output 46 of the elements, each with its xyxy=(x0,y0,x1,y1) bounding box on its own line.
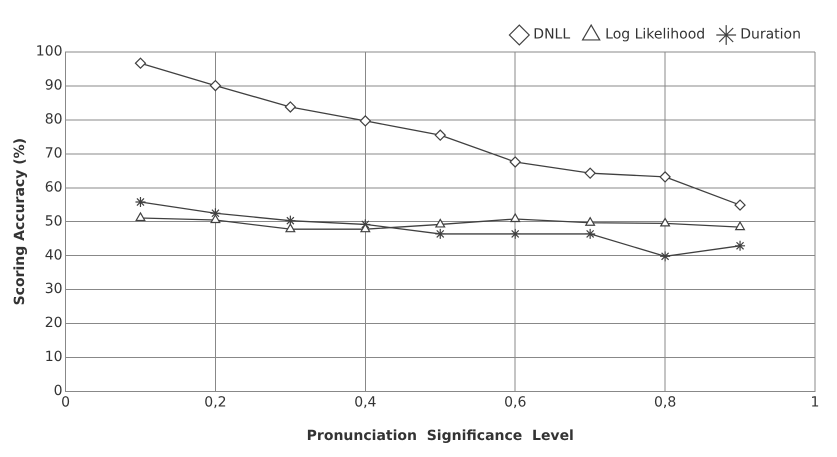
point xyxy=(660,250,671,262)
point xyxy=(434,228,446,240)
y-tick-label: 10 xyxy=(44,349,63,366)
y-tick-label: 80 xyxy=(44,112,63,128)
y-tick-label: 40 xyxy=(44,247,63,264)
point xyxy=(510,156,521,168)
point xyxy=(510,213,520,222)
point xyxy=(134,196,146,208)
y-tick-label: 60 xyxy=(44,179,63,196)
point xyxy=(284,215,296,226)
y-axis-title: Scoring Accuracy (%) xyxy=(12,138,28,306)
x-tick-label: 0,4 xyxy=(354,394,377,410)
point xyxy=(136,212,146,222)
point xyxy=(435,218,446,228)
point xyxy=(284,101,296,113)
point xyxy=(660,218,670,226)
point xyxy=(434,130,446,141)
point xyxy=(360,115,371,126)
legend-label: Log Likelihood xyxy=(605,26,706,43)
point xyxy=(735,222,745,230)
y-tick-label: 20 xyxy=(44,315,63,332)
point xyxy=(734,199,746,211)
point xyxy=(585,217,596,226)
x-axis-title: Pronunciation Significance Level xyxy=(306,428,574,444)
point xyxy=(210,208,222,219)
point xyxy=(134,58,146,69)
point xyxy=(734,240,746,252)
x-tick-label: 0,8 xyxy=(654,394,676,410)
legend-label: Duration xyxy=(740,26,802,43)
point xyxy=(584,228,596,240)
point xyxy=(510,228,521,240)
y-tick-label: 70 xyxy=(44,145,63,162)
y-tick-label: 30 xyxy=(44,281,63,298)
legend-label: DNLL xyxy=(533,26,570,43)
x-tick-label: 1 xyxy=(810,394,820,410)
y-tick-label: 0 xyxy=(54,383,63,400)
point xyxy=(210,80,222,92)
x-tick-label: 0,6 xyxy=(504,394,526,410)
y-tick-label: 90 xyxy=(44,78,63,94)
point xyxy=(210,214,220,224)
x-tick-label: 0,2 xyxy=(204,394,227,410)
point xyxy=(584,168,596,179)
y-tick-label: 100 xyxy=(36,44,63,60)
point xyxy=(285,224,296,232)
y-tick-label: 50 xyxy=(44,213,63,230)
point xyxy=(660,171,671,182)
